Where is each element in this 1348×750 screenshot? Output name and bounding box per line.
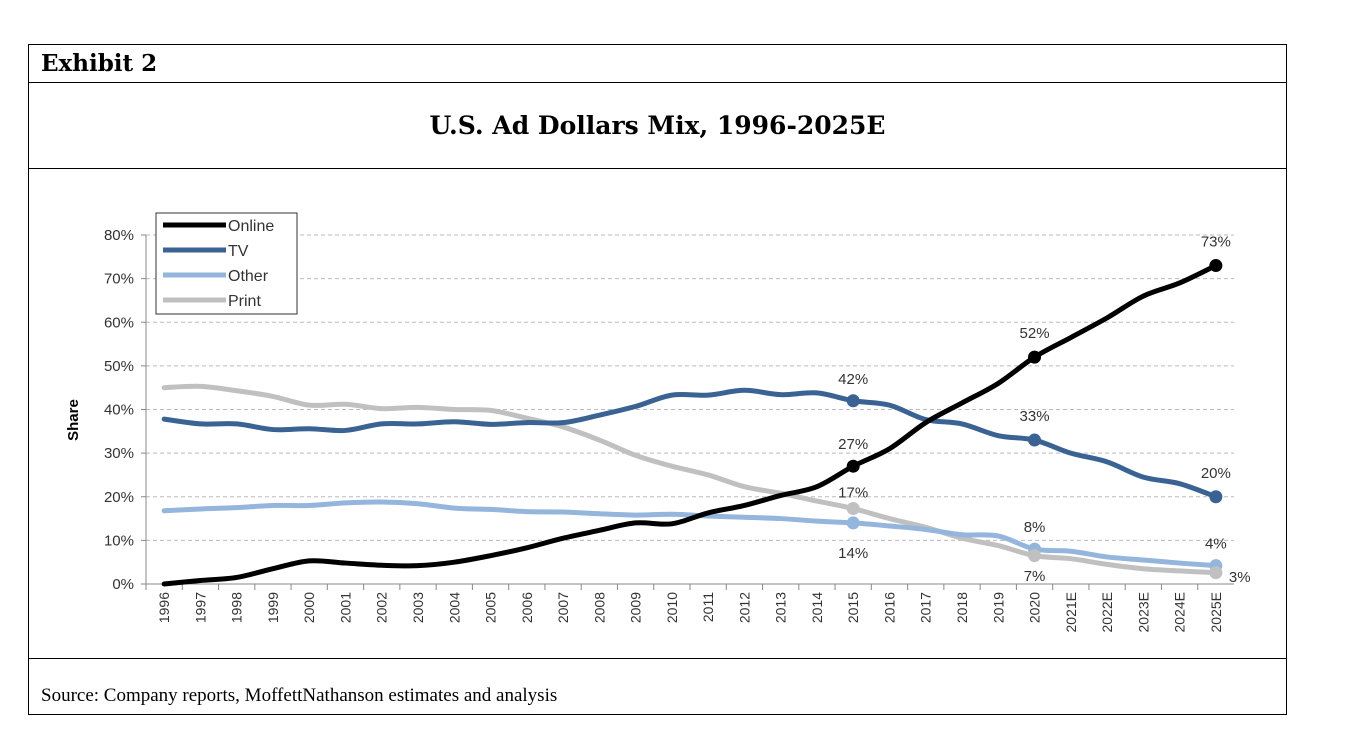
chart-area <box>29 168 1286 659</box>
data-label: 3% <box>1229 569 1251 586</box>
data-label: 42% <box>838 371 868 388</box>
x-tick-label: 1999 <box>265 592 281 623</box>
data-label: 52% <box>1020 325 1050 342</box>
x-tick-label: 2018 <box>954 592 970 623</box>
y-tick-label: 50% <box>104 358 134 375</box>
data-marker-online <box>846 459 860 473</box>
legend-label-print: Print <box>228 293 261 310</box>
legend-label-online: Online <box>228 218 274 235</box>
data-marker-tv <box>1209 490 1223 504</box>
data-label: 4% <box>1205 536 1227 553</box>
x-tick-label: 2020 <box>1027 592 1043 623</box>
y-tick-label: 60% <box>104 314 134 331</box>
x-tick-label: 2000 <box>301 592 317 623</box>
x-tick-label: 2016 <box>881 592 897 623</box>
x-tick-label: 2022E <box>1099 592 1115 632</box>
x-tick-label: 1996 <box>156 592 172 623</box>
x-tick-label: 2017 <box>918 592 934 623</box>
x-tick-label: 2002 <box>374 592 390 623</box>
x-tick-label: 2024E <box>1172 592 1188 632</box>
data-marker-online <box>1209 259 1223 273</box>
data-marker-online <box>1028 350 1042 364</box>
legend-box <box>155 212 298 315</box>
x-tick-label: 2023E <box>1135 592 1151 632</box>
series-line-print <box>161 383 1219 576</box>
y-axis-label: Share <box>65 399 82 441</box>
x-tick-label: 2007 <box>555 592 571 623</box>
y-tick-label: 80% <box>104 227 134 244</box>
y-tick-label: 20% <box>104 489 134 506</box>
x-tick-label: 2009 <box>628 592 644 623</box>
y-tick-label: 70% <box>104 271 134 288</box>
x-tick-label: 2021E <box>1063 592 1079 632</box>
data-marker-other <box>846 516 860 530</box>
x-tick-label: 2005 <box>483 592 499 623</box>
data-marker-tv <box>846 394 860 408</box>
y-tick-label: 0% <box>112 576 134 593</box>
source-note: Source: Company reports, MoffettNathanso… <box>41 685 558 706</box>
y-tick-label: 30% <box>104 445 134 462</box>
data-label: 20% <box>1201 465 1231 482</box>
x-tick-label: 1997 <box>192 592 208 623</box>
y-tick-label: 40% <box>104 402 134 419</box>
x-tick-label: 2025E <box>1208 592 1224 632</box>
x-tick-label: 2014 <box>809 592 825 623</box>
x-tick-label: 2008 <box>591 592 607 623</box>
data-label: 17% <box>838 485 868 502</box>
data-label: 14% <box>838 545 868 562</box>
x-tick-label: 2003 <box>410 592 426 623</box>
x-tick-label: 2013 <box>773 592 789 623</box>
data-label: 7% <box>1024 568 1046 585</box>
exhibit-frame: Exhibit 2 U.S. Ad Dollars Mix, 1996-2025… <box>28 44 1287 715</box>
y-tick-label: 10% <box>104 532 134 549</box>
data-label: 73% <box>1201 234 1231 251</box>
data-label: 33% <box>1020 408 1050 425</box>
x-tick-label: 2011 <box>700 592 716 622</box>
data-marker-print <box>846 502 860 516</box>
exhibit-label: Exhibit 2 <box>29 45 1286 83</box>
data-label: 27% <box>838 436 868 453</box>
x-tick-label: 2006 <box>519 592 535 623</box>
data-marker-print <box>1028 549 1042 563</box>
data-marker-tv <box>1028 433 1042 447</box>
x-tick-label: 2019 <box>990 592 1006 623</box>
x-tick-label: 2010 <box>664 592 680 623</box>
data-label: 8% <box>1024 519 1046 536</box>
data-marker-print <box>1209 566 1223 580</box>
legend-label-other: Other <box>228 268 269 285</box>
series-line-online <box>161 263 1219 587</box>
x-tick-label: 2001 <box>337 592 353 623</box>
legend-label-tv: TV <box>228 243 249 260</box>
x-tick-label: 2004 <box>446 592 462 623</box>
x-tick-label: 1998 <box>229 592 245 623</box>
x-tick-label: 2015 <box>845 592 861 623</box>
x-tick-label: 2012 <box>736 592 752 623</box>
chart-title: U.S. Ad Dollars Mix, 1996-2025E <box>29 83 1286 169</box>
